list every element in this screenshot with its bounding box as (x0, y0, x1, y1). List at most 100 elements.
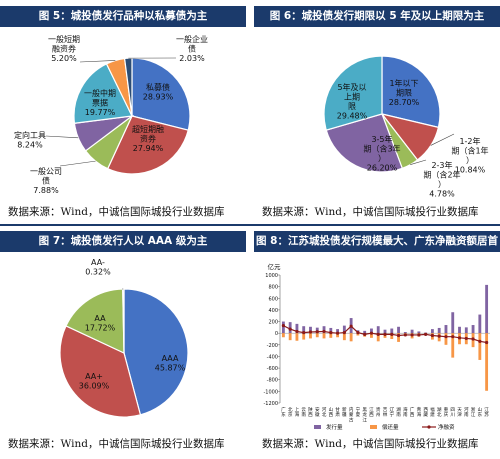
net-financing-point (329, 331, 333, 335)
x-tick-label: 江苏 (484, 406, 489, 418)
x-tick-label: 广西 (410, 406, 415, 418)
bar-repay (451, 333, 455, 358)
net-financing-point (383, 332, 387, 336)
net-financing-point (390, 332, 394, 336)
net-financing-point (410, 333, 414, 337)
net-financing-point (485, 340, 489, 345)
x-tick-label: 福建 (430, 406, 435, 418)
net-financing-point (349, 324, 353, 328)
x-tick-label: 新疆 (342, 406, 347, 418)
panel-title: 图 6：城投债发行期限以 5 年及以上期限为主 (254, 6, 500, 27)
pie-slice (59, 325, 142, 418)
net-financing-point (322, 329, 326, 334)
y-tick-label: 600 (268, 296, 278, 302)
panel-figure-5: 图 5：城投债发行品种以私募债为主 私募债 28.93% 超短期融资券 27.94% 一… (0, 6, 246, 218)
net-financing-point (403, 333, 407, 337)
legend-label: 净融资 (438, 423, 455, 431)
net-financing-point (464, 336, 468, 341)
bar-repay (336, 333, 340, 338)
x-tick-label: 重庆 (444, 406, 449, 418)
slice-label: 1年以下期限 28.70% (389, 78, 420, 107)
pie-slice (131, 57, 191, 131)
net-financing-point (396, 333, 401, 338)
bar-repay (485, 333, 489, 391)
x-tick-label: 浙江 (471, 406, 476, 418)
x-tick-label: 山西 (329, 406, 334, 418)
panel-figure-6: 图 6：城投债发行期限以 5 年及以上期限为主 1年以下期限 28.70% 1-2年… (254, 6, 500, 218)
panel-title: 图 5：城投债发行品种以私募债为主 (0, 6, 246, 27)
bar-repay (390, 333, 394, 339)
x-tick-label: 安徽 (315, 406, 320, 418)
slice-label: AA 17.72% (85, 314, 116, 333)
slice-label: 1-2年期（含1年） 10.84% (451, 136, 488, 175)
slice-label: 一般中期票据 19.77% (84, 88, 116, 117)
bar-issue (342, 325, 346, 334)
bar-issue (471, 325, 475, 334)
pie-slice (106, 115, 189, 175)
y-tick-label: 200 (268, 320, 278, 326)
bar-repay (329, 333, 333, 338)
x-tick-label: 吉林 (383, 407, 388, 418)
net-financing-point (315, 330, 319, 334)
bar-issue (322, 326, 326, 334)
net-financing-point (308, 330, 313, 334)
bar-repay (376, 333, 380, 342)
bar-issue (464, 327, 468, 334)
pie-chart-issue-type: 私募债 28.93% 超短期融资券 27.94% 一般公司债 7.88% 定向工具 8.24%… (14, 34, 208, 195)
bar-issue (410, 329, 414, 334)
bar-issue (295, 323, 299, 334)
y-tick-label: 0 (275, 331, 278, 337)
panel-figure-8: 图 8：江苏城投债发行规模最大、广东净融资额居首 亿元 1000 800 600 400… (254, 231, 500, 456)
y-tick-label: -200 (267, 343, 278, 349)
bar-issue (403, 332, 407, 334)
x-tick-label: 青海 (417, 406, 422, 418)
leader-line (79, 60, 116, 63)
bar-repay (309, 333, 312, 339)
source-note: 数据来源：Wind，中诚信国际城投行业数据库 (8, 206, 225, 218)
bar-issue (430, 329, 434, 334)
slice-label: 5年及以上期限 29.48% (337, 82, 368, 121)
net-financing-point (288, 327, 292, 331)
x-tick-label: 海南 (403, 406, 408, 418)
net-financing-point (369, 331, 374, 335)
net-financing-point (356, 331, 360, 335)
pie-chart-rating: AAA 45.87% AA+ 36.09% AA 17.72% AA-0.32% (59, 258, 189, 418)
y-tick-label: 1000 (265, 273, 278, 279)
legend-swatch (314, 425, 321, 429)
y-tick-label: -1000 (263, 389, 278, 395)
x-tick-label: 湖南 (396, 406, 401, 418)
x-tick-label: 辽宁 (389, 406, 394, 418)
y-axis-unit: 亿元 (268, 262, 282, 271)
pie-slice (65, 288, 125, 354)
net-financing-point (295, 329, 299, 334)
slice-label: AAA 45.87% (155, 354, 186, 373)
slice-label: 2-3年期（含2年） 4.78% (423, 160, 460, 198)
x-tick-label: 河南 (464, 406, 469, 418)
bar-issue (329, 327, 333, 334)
bar-issue (397, 326, 400, 334)
panel-title: 图 7：城投债发行人以 AAA 级为主 (0, 231, 246, 252)
slice-label: 定向工具 8.24% (14, 130, 46, 150)
slice-label: 一般短期融资券 5.20% (48, 34, 80, 63)
bar-repay (302, 333, 306, 340)
pie-slice (323, 55, 383, 131)
slice-label: 3-5年期（含3年） 26.20% (363, 134, 400, 173)
net-financing-point (417, 333, 421, 337)
y-tick-label: -1200 (263, 401, 278, 407)
x-tick-label: 天津 (457, 407, 462, 418)
bar-repay (281, 333, 285, 338)
x-tick-label: 北京 (288, 406, 293, 418)
y-tick-label: -400 (267, 354, 278, 360)
bar-issue (451, 312, 455, 334)
bar-repay (356, 333, 360, 336)
slice-label: AA-0.32% (85, 258, 111, 277)
bar-issue (336, 329, 340, 334)
x-tick-label: 贵州 (376, 406, 381, 418)
panel-figure-7: 图 7：城投债发行人以 AAA 级为主 AAA 45.87% AA+ 36.09% AA… (0, 231, 246, 456)
bar-repay (322, 333, 326, 339)
net-financing-point (457, 336, 462, 340)
x-tick-label: 四川 (450, 407, 455, 418)
bar-repay (444, 333, 448, 345)
net-financing-point (335, 331, 340, 335)
bar-repay (478, 333, 482, 360)
